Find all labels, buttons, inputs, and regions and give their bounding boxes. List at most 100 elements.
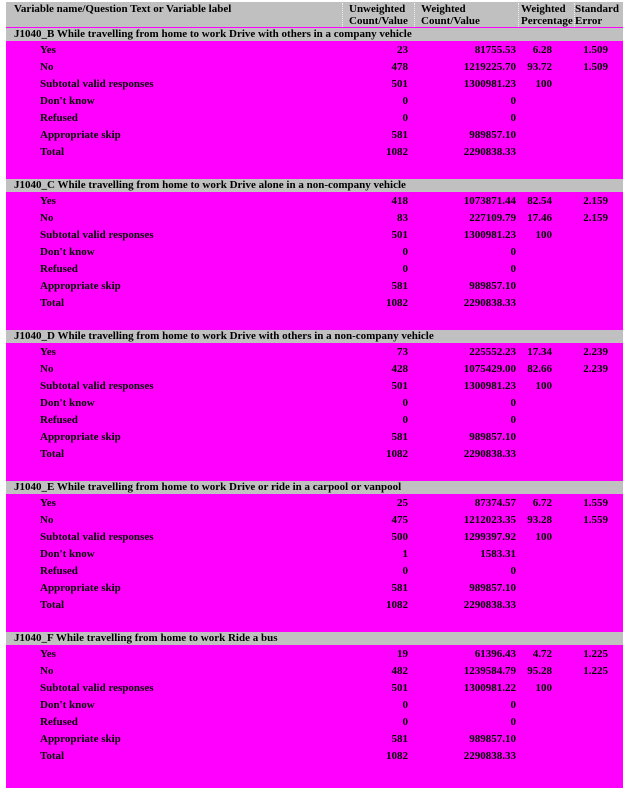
table-row: Refused 0 0: [6, 714, 623, 731]
row-label: Subtotal valid responses: [40, 380, 154, 392]
weighted-count-value: 1583.31: [480, 548, 516, 560]
standard-error-value: [574, 680, 622, 697]
table-row: Don't know 1 1583.31: [6, 546, 623, 563]
unweighted-count-value: 428: [391, 363, 409, 375]
row-label: Refused: [40, 565, 78, 577]
row-label: Subtotal valid responses: [40, 682, 154, 694]
column-header-line: Unweighted: [349, 3, 406, 15]
weighted-count-value: 989857.10: [469, 582, 516, 594]
table-row: Don't know 0 0: [6, 395, 623, 412]
standard-error-value: [574, 127, 622, 144]
row-label: Yes: [40, 497, 56, 509]
unweighted-count-value: 25: [397, 497, 408, 509]
row-label: Refused: [40, 112, 78, 124]
table-row: Don't know 0 0: [6, 697, 623, 714]
table-row: Subtotal valid responses 500 1299397.92 100: [6, 529, 623, 546]
weighted-count-value: 0: [510, 246, 517, 258]
weighted-count-value: 1300981.22: [463, 682, 516, 694]
sections-container: J1040_B While travelling from home to wo…: [6, 28, 623, 765]
weighted-count-value: 2290838.33: [463, 146, 516, 158]
unweighted-count-value: 0: [402, 699, 409, 711]
unweighted-count-value: 500: [391, 531, 409, 543]
standard-error-value: [574, 378, 622, 395]
row-label: Total: [40, 146, 65, 158]
column-header-line: Standard: [575, 3, 620, 15]
table-header-row: Variable name/Question Text or Variable …: [6, 2, 623, 27]
unweighted-count-value: 501: [391, 229, 409, 241]
unweighted-count-value: 0: [402, 397, 409, 409]
unweighted-count-value: 0: [402, 112, 409, 124]
standard-error-value: [574, 110, 622, 127]
row-label: No: [40, 514, 54, 526]
weighted-count-value: 1219225.70: [463, 61, 516, 73]
unweighted-count-value: 581: [391, 431, 409, 443]
column-header-variable-label-text: Variable name/Question Text or Variable …: [14, 3, 232, 15]
row-label: Subtotal valid responses: [40, 531, 154, 543]
weighted-percentage-value: 93.72: [527, 61, 552, 73]
weighted-count-value: 87374.57: [474, 497, 516, 509]
unweighted-count-value: 1082: [386, 599, 408, 611]
table-row: Appropriate skip 581 989857.10: [6, 127, 623, 144]
unweighted-count-value: 0: [402, 246, 409, 258]
row-label: No: [40, 61, 54, 73]
table-row: No 83 227109.79 17.46 2.159: [6, 210, 623, 227]
weighted-percentage-value: [518, 697, 574, 714]
table-row: Don't know 0 0: [6, 244, 623, 261]
unweighted-count-value: 1082: [386, 146, 408, 158]
row-label: Don't know: [40, 246, 95, 258]
variable-section: J1040_D While travelling from home to wo…: [6, 330, 623, 463]
unweighted-count-value: 1082: [386, 297, 408, 309]
table-row: Subtotal valid responses 501 1300981.23 100: [6, 227, 623, 244]
row-label: Don't know: [40, 397, 95, 409]
unweighted-count-value: 581: [391, 582, 409, 594]
weighted-count-value: 0: [510, 112, 517, 124]
weighted-count-value: 1299397.92: [463, 531, 516, 543]
row-label: Total: [40, 297, 65, 309]
column-header-variable-label: Variable name/Question Text or Variable …: [6, 3, 342, 27]
table-row: Yes 25 87374.57 6.72 1.559: [6, 495, 623, 512]
column-header-line: Weighted: [521, 3, 566, 15]
table-row: Appropriate skip 581 989857.10: [6, 580, 623, 597]
table-row: Total 1082 2290838.33: [6, 295, 623, 312]
table-row: Refused 0 0: [6, 110, 623, 127]
column-header-weighted-percentage: Weighted Percentage: [518, 3, 574, 27]
row-label: Don't know: [40, 95, 95, 107]
weighted-percentage-value: [518, 429, 574, 446]
standard-error-value: [574, 731, 622, 748]
row-label: Yes: [40, 346, 56, 358]
weighted-count-value: 2290838.33: [463, 750, 516, 762]
section-title: J1040_D While travelling from home to wo…: [6, 330, 623, 343]
row-label: Yes: [40, 44, 56, 56]
unweighted-count-value: 501: [391, 682, 409, 694]
row-label: Yes: [40, 648, 56, 660]
standard-error-value: [574, 144, 622, 161]
weighted-percentage-value: [518, 127, 574, 144]
row-label: Yes: [40, 195, 56, 207]
column-header-standard-error: Standard Error: [574, 3, 622, 27]
row-label: Subtotal valid responses: [40, 229, 154, 241]
standard-error-value: [574, 93, 622, 110]
row-label: Total: [40, 448, 65, 460]
table-row: Subtotal valid responses 501 1300981.23 100: [6, 76, 623, 93]
weighted-percentage-value: 6.28: [532, 44, 552, 56]
weighted-count-value: 0: [510, 716, 517, 728]
weighted-percentage-value: [518, 580, 574, 597]
row-label: Subtotal valid responses: [40, 78, 154, 90]
weighted-percentage-value: 17.46: [527, 212, 552, 224]
weighted-percentage-value: [518, 395, 574, 412]
table-row: Yes 19 61396.43 4.72 1.225: [6, 646, 623, 663]
column-header-line: Error: [575, 15, 603, 27]
standard-error-value: [574, 748, 622, 765]
row-label: Refused: [40, 716, 78, 728]
weighted-percentage-value: 100: [535, 380, 553, 392]
unweighted-count-value: 73: [397, 346, 408, 358]
standard-error-value: [574, 295, 622, 312]
weighted-count-value: 2290838.33: [463, 297, 516, 309]
standard-error-value: [574, 395, 622, 412]
standard-error-value: 1.225: [583, 665, 608, 677]
weighted-count-value: 225552.23: [469, 346, 516, 358]
standard-error-value: [574, 76, 622, 93]
weighted-percentage-value: [518, 714, 574, 731]
section-title: J1040_C While travelling from home to wo…: [6, 179, 623, 192]
row-label: Appropriate skip: [40, 280, 121, 292]
